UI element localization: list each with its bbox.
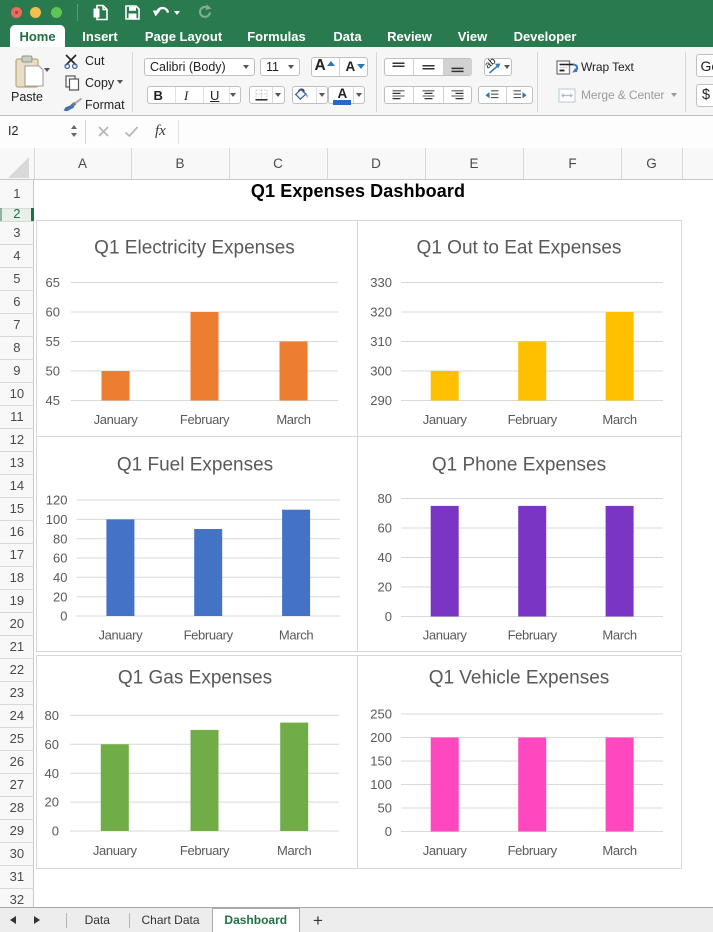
svg-text:80: 80 xyxy=(53,531,67,546)
svg-text:0: 0 xyxy=(52,824,59,839)
svg-text:40: 40 xyxy=(378,550,392,565)
svg-text:50: 50 xyxy=(46,364,60,379)
svg-text:0: 0 xyxy=(60,609,67,624)
svg-text:50: 50 xyxy=(378,801,392,816)
svg-text:0: 0 xyxy=(385,824,392,839)
svg-text:65: 65 xyxy=(46,275,60,290)
svg-text:300: 300 xyxy=(370,364,392,379)
svg-text:100: 100 xyxy=(46,512,68,527)
svg-text:Q1 Phone Expenses: Q1 Phone Expenses xyxy=(432,455,606,476)
svg-text:100: 100 xyxy=(370,777,392,792)
svg-text:20: 20 xyxy=(378,580,392,595)
svg-text:January: January xyxy=(98,628,143,643)
svg-text:February: February xyxy=(180,843,230,858)
svg-text:120: 120 xyxy=(46,493,68,508)
svg-text:March: March xyxy=(602,628,636,643)
svg-text:Q1 Out to Eat Expenses: Q1 Out to Eat Expenses xyxy=(417,238,622,259)
svg-text:February: February xyxy=(508,412,558,427)
svg-text:60: 60 xyxy=(46,305,60,320)
svg-text:60: 60 xyxy=(378,521,392,536)
svg-text:45: 45 xyxy=(46,393,60,408)
svg-text:0: 0 xyxy=(385,609,392,624)
svg-text:40: 40 xyxy=(53,570,67,585)
svg-text:250: 250 xyxy=(370,707,392,722)
svg-text:Q1 Fuel Expenses: Q1 Fuel Expenses xyxy=(117,455,273,476)
svg-text:January: January xyxy=(423,412,468,427)
svg-text:Q1 Gas Expenses: Q1 Gas Expenses xyxy=(118,668,272,689)
svg-text:March: March xyxy=(276,412,310,427)
svg-text:March: March xyxy=(602,843,636,858)
svg-text:March: March xyxy=(602,412,636,427)
svg-text:60: 60 xyxy=(53,551,67,566)
svg-text:40: 40 xyxy=(45,766,59,781)
svg-text:January: January xyxy=(423,628,468,643)
svg-text:310: 310 xyxy=(370,334,392,349)
svg-text:20: 20 xyxy=(53,589,67,604)
svg-text:March: March xyxy=(279,628,313,643)
svg-text:150: 150 xyxy=(370,754,392,769)
svg-text:February: February xyxy=(508,628,558,643)
svg-text:55: 55 xyxy=(46,334,60,349)
svg-text:February: February xyxy=(508,843,558,858)
svg-text:330: 330 xyxy=(370,275,392,290)
svg-text:80: 80 xyxy=(45,708,59,723)
svg-text:January: January xyxy=(423,843,468,858)
svg-text:Q1 Vehicle Expenses: Q1 Vehicle Expenses xyxy=(429,668,610,689)
svg-text:January: January xyxy=(93,843,138,858)
svg-text:290: 290 xyxy=(370,393,392,408)
svg-text:Q1 Electricity Expenses: Q1 Electricity Expenses xyxy=(94,238,295,259)
svg-text:February: February xyxy=(184,628,234,643)
svg-text:60: 60 xyxy=(45,737,59,752)
svg-text:January: January xyxy=(94,412,139,427)
svg-text:200: 200 xyxy=(370,730,392,745)
svg-text:March: March xyxy=(277,843,311,858)
svg-text:320: 320 xyxy=(370,305,392,320)
svg-text:20: 20 xyxy=(45,795,59,810)
svg-text:80: 80 xyxy=(378,491,392,506)
svg-text:February: February xyxy=(180,412,230,427)
